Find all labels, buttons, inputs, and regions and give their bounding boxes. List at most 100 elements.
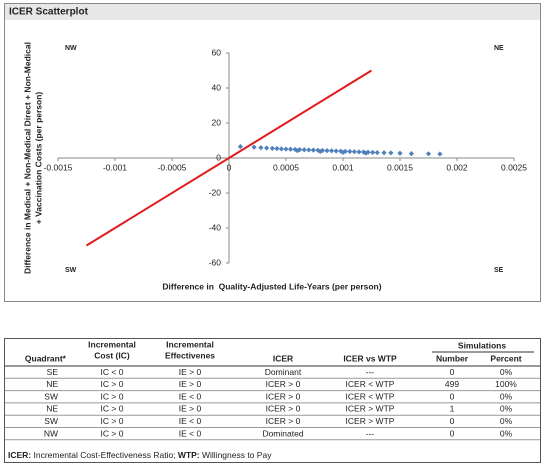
table-cell: IE > 0 [179,379,202,389]
point [264,145,270,151]
point [351,149,357,155]
point [317,148,323,155]
footnote-part: Incremental Cost-Effectiveness Ratio; [31,450,178,460]
y-tick-label: 40 [212,82,222,92]
table-cell: Dominant [265,367,302,377]
table-cell: 0% [500,404,513,414]
table-frame [4,338,541,463]
point [278,146,285,152]
table-cell: IE < 0 [179,391,202,401]
table-cell: 0 [450,416,455,426]
footnote: ICER: Incremental Cost-Effectiveness Rat… [8,450,272,460]
x-tick-label: -0.0005 [158,162,187,172]
y-tick-label: 60 [212,47,222,57]
point [342,148,348,154]
x-tick-label: 0.0025 [501,162,527,172]
table-cell: NE [46,379,58,389]
point [319,147,326,154]
table-cell: --- [366,428,375,438]
point [408,151,414,157]
x-tick-label: 0.0015 [387,162,413,172]
table-cell: 0 [450,428,455,438]
point [269,145,275,151]
point [374,149,380,156]
x-tick-label: 0.001 [332,162,354,172]
y-tick-label: 0 [216,152,221,162]
table-cell: NW [44,428,58,438]
column-header: Cost (IC) [94,350,130,360]
table-cell: IE > 0 [179,404,202,414]
footnote-part: WTP: [178,450,200,460]
table-cell: ICER < WTP [346,391,395,401]
table-cell: SW [44,391,58,401]
table-cell: ICER > 0 [266,416,301,426]
table-cell: IE < 0 [179,416,202,426]
point [329,148,335,154]
x-tick-label: -0.001 [103,162,127,172]
point [347,148,353,155]
table-cell: 0 [450,367,455,377]
table-cell: Dominated [262,428,303,438]
table-cell: ICER > 0 [266,379,301,389]
table-cell: ICER > WTP [346,404,395,414]
x-tick-label: 0.0005 [273,162,299,172]
table-cell: SW [44,416,58,426]
point [338,148,344,154]
y-tick-label: -60 [209,257,222,267]
column-header: Incremental [88,339,136,349]
chart-frame [4,3,541,302]
y-tick-label: 20 [212,117,222,127]
y-tick-label: -20 [209,187,222,197]
point [381,150,387,156]
reference-line [85,69,373,247]
table-cell: --- [366,367,375,377]
point [437,151,443,157]
table-cell: IC > 0 [101,379,124,389]
point [360,149,367,155]
x-axis-label: Difference in Quality-Adjusted Life-Year… [162,281,381,291]
y-tick-label: -40 [209,222,222,232]
table-cell: IE < 0 [179,428,202,438]
quadrant-label: SW [65,267,77,274]
footnote-part: Willingness to Pay [200,450,273,460]
footnote-part: ICER: [8,450,31,460]
point [370,149,376,155]
table-cell: 0% [500,367,513,377]
y-axis-label: Difference in Medical + Non-Medical Dire… [22,42,43,274]
point [294,148,300,154]
point [324,148,330,154]
table-cell: SE [47,367,59,377]
chart-title: ICER Scatterplot [9,7,89,18]
table-cell: IC > 0 [101,391,124,401]
point [237,144,243,150]
table-cell: 0 [450,391,455,401]
column-header: ICER vs WTP [343,353,397,363]
column-header: Effectivenes [165,350,215,360]
table-cell: ICER > WTP [346,416,395,426]
table-cell: IC > 0 [101,416,124,426]
y-axis-label-line: Difference in Medical + Non-Medical Dire… [22,42,32,274]
x-tick-label: -0.0015 [44,162,73,172]
point [388,150,394,156]
x-tick-label: 0.002 [446,162,468,172]
table-cell: 0% [500,428,513,438]
point [425,151,432,157]
table-cell: IC < 0 [101,367,124,377]
point [306,147,312,153]
point [301,147,307,153]
point [274,145,280,152]
table-cell: 100% [495,379,517,389]
table-cell: NE [46,404,58,414]
table-cell: IE > 0 [179,367,202,377]
column-header: ICER [273,353,293,363]
point [333,148,339,154]
x-tick-label: 0 [227,162,232,172]
group-header: Simulations [458,340,506,350]
table-cell: IC > 0 [101,404,124,414]
point [363,150,369,156]
point [251,144,257,150]
point [310,147,316,153]
point [356,149,362,155]
column-header: Incremental [166,339,214,349]
